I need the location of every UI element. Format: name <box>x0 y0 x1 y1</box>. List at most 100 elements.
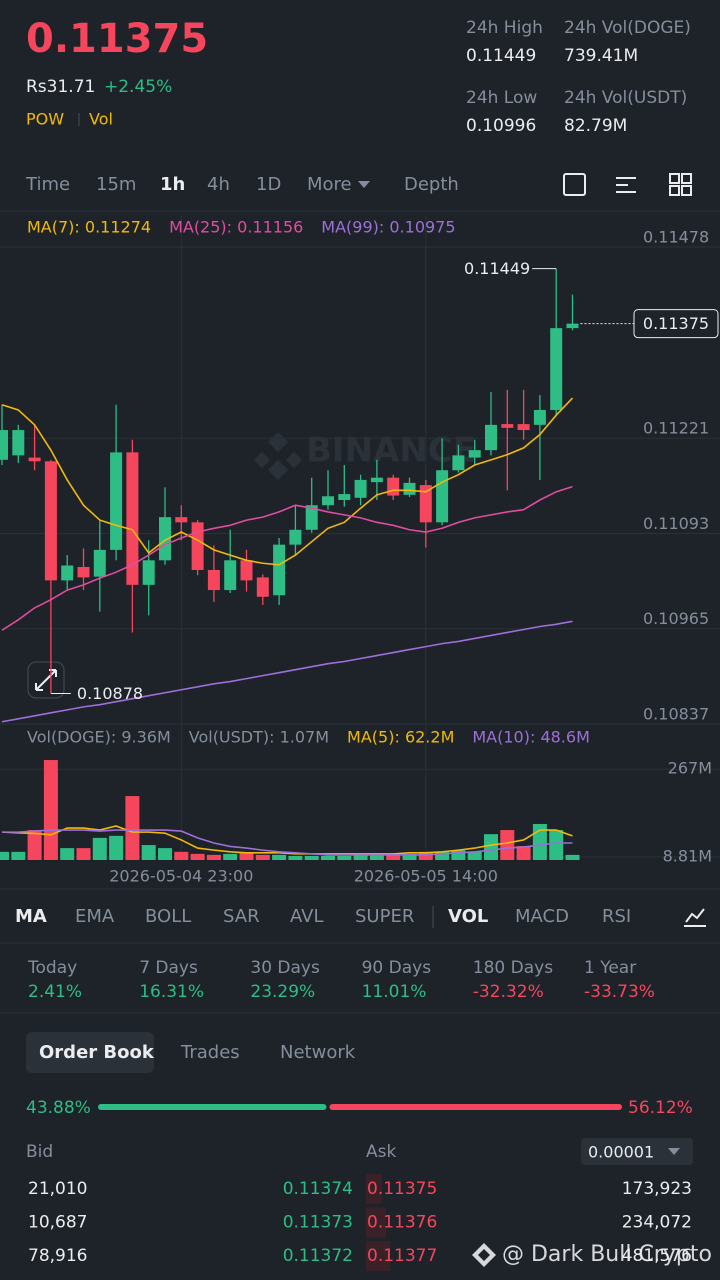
candle-body <box>533 409 546 425</box>
icon[interactable] <box>669 173 680 184</box>
icon[interactable] <box>616 177 636 193</box>
dropdown-icon <box>668 1148 680 1155</box>
candle-body <box>44 461 57 581</box>
candle-body <box>142 560 155 585</box>
depth-shade <box>366 1174 382 1204</box>
indicator-tab[interactable]: SAR <box>223 906 260 927</box>
y-tick-label: 0.11093 <box>643 514 709 533</box>
icon[interactable] <box>563 173 586 196</box>
legend-item: MA(7): 0.11274 <box>27 218 151 237</box>
ask-share: 56.12% <box>628 1098 693 1118</box>
candle-body <box>501 424 514 428</box>
volume-bar <box>565 854 580 860</box>
legend-item: MA(25): 0.11156 <box>169 218 303 237</box>
performance-label: 180 Days <box>473 958 553 978</box>
indicator-tab[interactable]: VOL <box>448 906 488 927</box>
volume-bar <box>467 851 482 860</box>
performance-value: 16.31% <box>139 982 204 1002</box>
indicator-tab[interactable]: BOLL <box>145 906 191 927</box>
ask-quantity: 173,923 <box>622 1179 692 1199</box>
bid-header: Bid <box>26 1142 53 1162</box>
precision-box[interactable] <box>581 1138 693 1165</box>
last-price-box <box>633 309 719 339</box>
volume-bar <box>76 848 91 860</box>
bid-price: 0.11372 <box>283 1246 353 1266</box>
candle-body <box>370 477 383 483</box>
volume-ma-line <box>2 829 573 856</box>
bid-price: 0.11373 <box>283 1213 353 1233</box>
stat-value: 739.41M <box>564 46 638 66</box>
stat-value: 82.79M <box>564 116 627 136</box>
annotation-label: 0.10878 <box>77 684 143 703</box>
stat-value: 0.10996 <box>466 116 536 136</box>
volume-bar <box>190 853 205 860</box>
tag[interactable]: Vol <box>89 110 113 129</box>
candle-body <box>305 505 318 530</box>
volume-bar <box>516 846 531 860</box>
candle-body <box>159 517 171 561</box>
volume-bar <box>549 830 564 860</box>
interval-tab[interactable]: 4h <box>207 174 230 195</box>
bid-quantity: 78,916 <box>28 1246 87 1266</box>
chart-settings-icon[interactable] <box>684 908 706 927</box>
interval-tab[interactable]: Time <box>25 174 70 195</box>
ma-line <box>1 485 573 631</box>
volume-bar <box>451 850 466 860</box>
interval-tab[interactable]: 1h <box>160 174 185 195</box>
stat-value: 0.11449 <box>466 46 536 66</box>
x-tick-label: 2026-05-05 14:00 <box>354 867 498 886</box>
interval-tab[interactable]: 1D <box>256 174 281 195</box>
candle-body <box>387 477 400 496</box>
volume-bar <box>500 830 515 860</box>
candle-body <box>485 424 497 451</box>
volume-bar <box>11 851 26 860</box>
watermark-logo <box>254 432 302 480</box>
expand-icon <box>35 669 57 691</box>
indicator-tab[interactable]: AVL <box>290 906 324 927</box>
interval-tab[interactable]: More <box>307 174 352 195</box>
indicator-tab[interactable]: RSI <box>602 906 631 927</box>
order-book-tab[interactable]: Network <box>280 1042 356 1063</box>
candle-body <box>28 457 41 462</box>
toolbar-icons <box>563 173 692 196</box>
performance-value: 2.41% <box>28 982 82 1002</box>
footer-logo <box>472 1243 496 1267</box>
precision[interactable]: 0.00001 <box>588 1143 654 1162</box>
ma-line <box>1 397 574 566</box>
order-book-tab[interactable]: Trades <box>180 1042 240 1063</box>
ask-header: Ask <box>366 1142 396 1162</box>
tag[interactable]: POW <box>26 110 64 129</box>
indicator-tab[interactable]: SUPER <box>355 906 414 927</box>
legend-item: MA(10): 48.6M <box>472 728 590 747</box>
volume-bar <box>206 854 221 860</box>
order-book-tab[interactable]: Order Book <box>39 1042 155 1063</box>
performance-label: 30 Days <box>250 958 320 978</box>
volume-bar <box>304 855 319 860</box>
footer-watermark: @ Dark Bull Crypto <box>502 1242 712 1267</box>
indicator-tab[interactable]: MA <box>15 906 47 927</box>
icon <box>681 185 692 196</box>
legend-item: MA(99): 0.10975 <box>321 218 455 237</box>
volume-bar <box>109 835 124 860</box>
performance-label: 90 Days <box>362 958 432 978</box>
stat-label: 24h High <box>466 18 543 38</box>
candle-body <box>419 485 432 523</box>
volume-bar <box>27 830 42 860</box>
bid-quantity: 10,687 <box>28 1213 87 1233</box>
tab-active-bg <box>26 1032 154 1073</box>
indicator-tab[interactable]: EMA <box>75 906 115 927</box>
last-price-label: 0.11375 <box>643 314 709 333</box>
indicator-tab[interactable]: KDJ <box>662 906 693 927</box>
interval-tab[interactable]: Depth <box>404 174 459 195</box>
watermark: BINANCE <box>306 431 476 471</box>
interval-tab[interactable]: 15m <box>96 174 136 195</box>
volume-bar <box>43 760 58 860</box>
indicator-tab[interactable]: MACD <box>515 906 569 927</box>
ask-quantity: 234,072 <box>622 1213 692 1233</box>
candle-body <box>550 328 563 410</box>
stat-label: 24h Vol(USDT) <box>564 88 687 108</box>
legend-item: MA(5): 62.2M <box>347 728 454 747</box>
candle-body <box>436 470 449 523</box>
icon <box>669 185 680 196</box>
